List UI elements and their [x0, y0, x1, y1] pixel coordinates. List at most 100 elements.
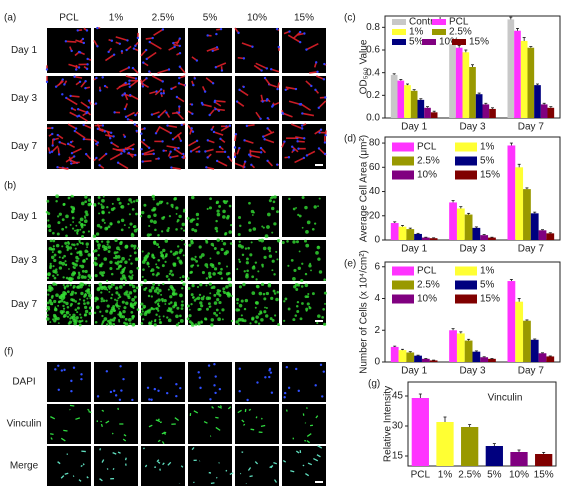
cell [213, 247, 217, 250]
cell [55, 268, 58, 271]
cell [106, 243, 109, 246]
nucleus [323, 141, 327, 144]
nucleus [314, 384, 317, 387]
plot-frame [407, 381, 557, 467]
cell [129, 276, 134, 280]
cell [47, 224, 51, 228]
cell [254, 261, 258, 264]
nucleus [127, 151, 131, 155]
nucleus [150, 398, 153, 401]
cell [62, 307, 66, 310]
cell [237, 308, 241, 312]
nucleus [322, 78, 326, 81]
cell [97, 195, 101, 199]
cell [87, 288, 90, 291]
bar [514, 30, 521, 118]
cell [218, 312, 221, 315]
cell [230, 319, 234, 323]
cell [63, 285, 67, 289]
cell [76, 306, 80, 310]
cell [210, 242, 214, 247]
cell [102, 319, 105, 323]
cell [60, 437, 66, 442]
cell [265, 314, 269, 318]
nucleus [237, 31, 240, 35]
cell [115, 36, 128, 42]
cell [188, 308, 191, 311]
cell [140, 49, 147, 57]
bar [520, 40, 528, 118]
cell [61, 227, 65, 231]
nucleus [314, 88, 317, 92]
cell [148, 424, 153, 428]
cell [124, 457, 127, 461]
cell [135, 286, 139, 290]
cell [98, 153, 107, 162]
cell [143, 258, 147, 262]
nucleus [141, 152, 144, 156]
cell [65, 301, 69, 306]
nucleus [73, 75, 76, 78]
nucleus [250, 163, 253, 167]
bar [397, 80, 405, 118]
cell [84, 195, 88, 199]
legend-label: 15% [480, 170, 500, 181]
cell [133, 247, 136, 250]
cell [65, 234, 68, 238]
nucleus [82, 137, 86, 141]
cell [112, 467, 115, 471]
cell [103, 257, 108, 261]
legend-label: 15% [469, 37, 489, 48]
cell [135, 199, 139, 203]
cell [190, 270, 193, 274]
cell [144, 464, 148, 468]
cell [208, 282, 212, 286]
nucleus [101, 76, 104, 79]
cell [66, 284, 70, 288]
cell [292, 207, 296, 211]
micrograph [281, 239, 326, 283]
nucleus [95, 142, 98, 146]
cell [218, 293, 222, 297]
cell [85, 257, 88, 261]
bar [472, 227, 481, 240]
cell [191, 195, 195, 200]
nucleus [294, 87, 298, 91]
cell [104, 54, 115, 62]
nucleus [57, 153, 61, 156]
cell [263, 310, 267, 314]
cell [210, 323, 214, 327]
cell [222, 215, 226, 219]
legend-swatch [455, 280, 477, 290]
cell [71, 147, 82, 154]
nucleus [85, 29, 89, 32]
cell [293, 31, 301, 39]
cell [254, 320, 258, 324]
cell [121, 315, 126, 319]
cell [214, 226, 218, 231]
cell [193, 258, 196, 261]
cell [143, 306, 146, 309]
cell [68, 63, 80, 69]
cell [222, 209, 226, 214]
legend-label: 2.5% [449, 27, 472, 38]
cell [83, 215, 86, 218]
bar [398, 226, 407, 240]
micrograph-bg [235, 124, 279, 169]
cell [103, 247, 107, 251]
micrograph-bg [47, 404, 91, 444]
nucleus [57, 364, 60, 367]
cell [87, 253, 92, 257]
cell [287, 307, 291, 311]
cell [267, 283, 272, 288]
cell [221, 240, 224, 242]
cell [255, 416, 258, 419]
nucleus [151, 36, 154, 40]
cell [47, 288, 50, 292]
cell [175, 314, 179, 319]
cell [191, 218, 195, 222]
cell [176, 218, 180, 222]
cell [216, 209, 220, 213]
cell [50, 437, 53, 440]
cell [240, 314, 243, 317]
